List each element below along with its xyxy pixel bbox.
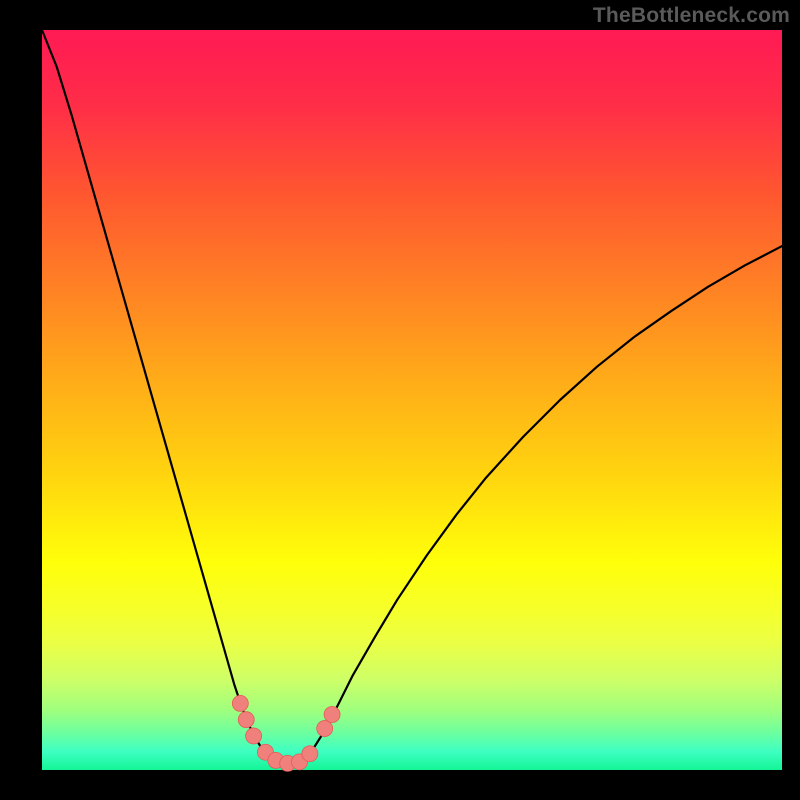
marker-point <box>232 695 248 711</box>
watermark-text: TheBottleneck.com <box>593 4 790 28</box>
marker-point <box>238 712 254 728</box>
marker-point <box>317 721 333 737</box>
marker-point <box>324 707 340 723</box>
marker-point <box>246 728 262 744</box>
bottleneck-chart <box>0 0 800 800</box>
marker-point <box>302 746 318 762</box>
